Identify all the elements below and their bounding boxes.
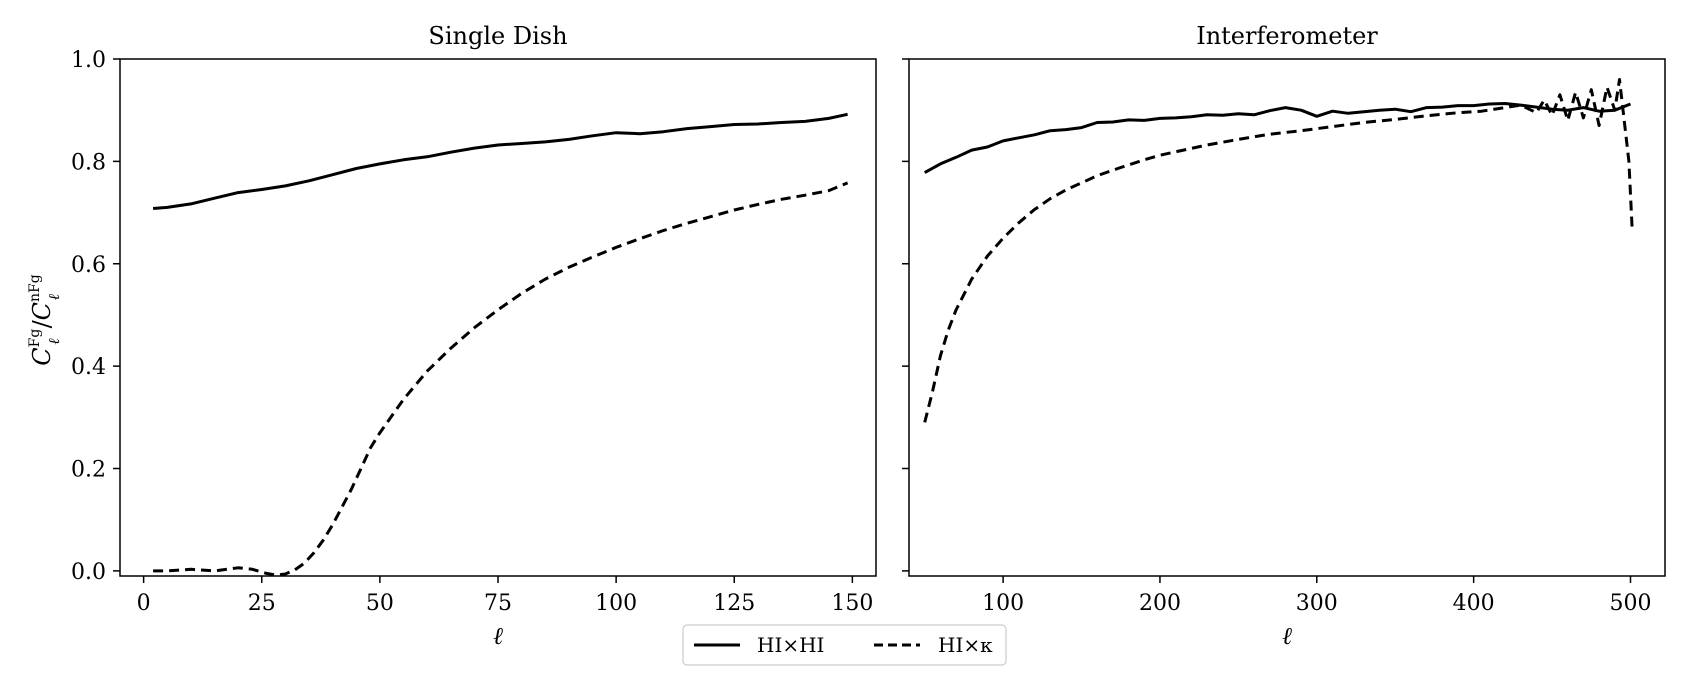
series-line-hi-kappa — [923, 78, 1634, 423]
y-label-sup-fg: Fg — [27, 329, 43, 348]
y-label-symbol-2: C — [28, 302, 56, 320]
x-tick-label: 100 — [595, 591, 637, 616]
panel-single-dish: Single Dish 0 25 50 75 100 125 150 0.0 0.2 0.4 0.6… — [27, 22, 877, 650]
series-line-hi-hi — [923, 102, 1632, 174]
panel-title: Interferometer — [1196, 22, 1378, 50]
x-tick-label: 500 — [1609, 591, 1651, 616]
series-line-hi-hi — [152, 112, 848, 210]
y-tick-label: 0.2 — [71, 458, 106, 483]
legend-frame — [682, 624, 1007, 666]
x-axis-label: ℓ — [493, 622, 503, 650]
y-tick-label: 0.6 — [71, 253, 106, 278]
y-tick-label: 0.0 — [71, 560, 106, 585]
x-tick-label: 50 — [366, 591, 394, 616]
x-tick-label: 150 — [831, 591, 873, 616]
x-tick-label: 75 — [484, 591, 512, 616]
x-tick-label: 125 — [713, 591, 755, 616]
x-tick-label: 0 — [137, 591, 151, 616]
legend-entry-hi-kappa: HI×κ — [938, 633, 993, 657]
y-label-slash: / — [28, 319, 56, 328]
y-tick-label: 1.0 — [71, 48, 106, 73]
plot-frame — [908, 58, 1666, 577]
tick-layer: 100 200 300 400 500 — [902, 58, 1651, 616]
y-axis-label: CFg ℓ/CnFg ℓ — [27, 274, 63, 366]
x-tick-label: 200 — [1139, 591, 1181, 616]
x-tick-label: 100 — [982, 591, 1024, 616]
plot-frame — [119, 58, 877, 577]
panel-title: Single Dish — [428, 22, 567, 50]
x-tick-label: 300 — [1296, 591, 1338, 616]
panel-interferometer: Interferometer 100 200 300 400 500 ℓ — [902, 22, 1666, 650]
series-layer — [152, 112, 849, 577]
legend-entry-hi-hi: HI×HI — [757, 633, 824, 657]
y-label-sub-ell-2: ℓ — [45, 294, 63, 300]
series-layer — [923, 78, 1634, 423]
x-tick-label: 25 — [248, 591, 276, 616]
x-tick-label: 400 — [1453, 591, 1495, 616]
y-tick-label: 0.4 — [71, 355, 106, 380]
legend: HI×HI HI×κ — [682, 624, 1007, 666]
y-label-symbol: C — [28, 347, 56, 365]
series-line-hi-kappa — [153, 181, 849, 577]
x-axis-label: ℓ — [1282, 622, 1292, 650]
tick-layer: 0 25 50 75 100 125 150 0.0 0.2 0.4 0.6 0.8 1.0 — [71, 48, 873, 616]
y-tick-label: 0.8 — [71, 150, 106, 175]
y-label-sub-ell: ℓ — [45, 338, 63, 344]
y-label-sup-nfg: nFg — [27, 274, 43, 302]
